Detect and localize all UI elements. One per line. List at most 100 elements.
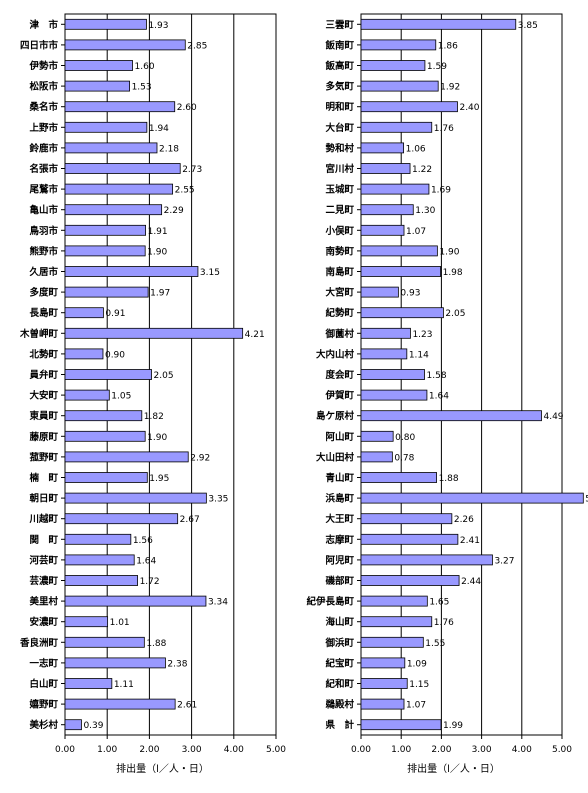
category-label: 南島町 — [325, 266, 354, 278]
bar — [64, 472, 148, 483]
value-label: 1.93 — [148, 21, 168, 31]
category-label: 河芸町 — [29, 554, 58, 566]
value-label: 1.14 — [409, 350, 429, 360]
category-label: 大台町 — [325, 122, 354, 134]
category-label: 飯高町 — [324, 60, 354, 72]
tick-label: 2.00 — [431, 745, 451, 755]
bar — [360, 80, 439, 92]
value-label: 2.61 — [177, 701, 197, 711]
bar — [64, 369, 152, 380]
category-label: 大安町 — [29, 390, 58, 402]
value-label: 2.18 — [159, 144, 179, 154]
tick-label: 3.00 — [182, 745, 202, 755]
bar — [360, 224, 405, 236]
bar — [360, 369, 425, 380]
category-label: 阿山町 — [325, 431, 354, 443]
category-label: 北勢町 — [29, 348, 58, 360]
value-label: 1.64 — [136, 556, 156, 566]
category-label: 多気町 — [325, 81, 354, 93]
category-label: 楠 町 — [28, 472, 58, 484]
bar — [64, 224, 147, 236]
x-axis-label: 排出量（l／人・日） — [407, 762, 500, 775]
category-label: 阿児町 — [325, 555, 354, 566]
bar — [360, 636, 424, 648]
category-label: 津 市 — [29, 19, 58, 31]
tick-label: 0.00 — [351, 745, 371, 755]
value-label: 1.65 — [429, 598, 449, 608]
bar — [360, 595, 428, 607]
bar — [64, 101, 176, 113]
bar — [64, 451, 189, 463]
bar — [360, 554, 493, 566]
value-label: 1.58 — [427, 371, 447, 381]
bar — [360, 492, 584, 504]
chart-panel-2: 0.00 1.00 2.00 3.00 4.00 5.00 三雲町 3.85 飯南町 1.86 飯高… — [306, 13, 588, 775]
bar — [64, 657, 166, 669]
bar — [360, 698, 405, 710]
value-label: 2.92 — [190, 453, 210, 463]
bar — [360, 286, 399, 298]
bar — [360, 245, 438, 257]
category-label: 一志町 — [29, 657, 58, 669]
value-label: 2.67 — [180, 515, 200, 525]
category-label: 鵜殿村 — [324, 699, 354, 711]
category-label: 宮川村 — [325, 163, 354, 175]
category-label: 小俣町 — [324, 225, 354, 237]
x-axis-label: 排出量（l／人・日） — [116, 762, 209, 775]
bar — [64, 327, 244, 339]
value-label: 2.55 — [175, 186, 195, 196]
category-label: 浜島町 — [325, 493, 354, 505]
category-label: 美杉村 — [28, 719, 58, 731]
value-label: 2.60 — [177, 103, 197, 113]
tick-label: 3.00 — [472, 745, 492, 755]
category-label: 伊賀町 — [324, 390, 354, 402]
value-label: 0.80 — [395, 433, 415, 443]
value-label: 2.26 — [454, 515, 474, 525]
value-label: 1.97 — [150, 289, 170, 299]
category-label: 嬉野町 — [28, 699, 58, 711]
value-label: 1.23 — [412, 330, 432, 340]
value-label: 1.60 — [135, 62, 155, 72]
value-label: 3.34 — [208, 598, 228, 608]
bar — [64, 163, 181, 174]
category-label: 度会町 — [325, 369, 354, 381]
category-label: 員弁町 — [28, 369, 58, 381]
value-label: 2.40 — [459, 103, 479, 113]
bar — [360, 121, 433, 133]
category-label: 桑名市 — [29, 101, 58, 113]
bar — [360, 266, 441, 277]
value-label: 1.98 — [443, 268, 463, 278]
category-label: 海山町 — [325, 616, 354, 628]
value-label: 1.82 — [144, 412, 164, 422]
value-label: 4.49 — [543, 412, 563, 422]
value-label: 1.69 — [431, 186, 451, 196]
value-label: 1.59 — [427, 62, 447, 72]
category-label: 久居市 — [29, 266, 58, 278]
bar — [360, 101, 458, 113]
tick-label: 4.00 — [512, 745, 532, 755]
bar — [64, 204, 163, 216]
bar — [64, 286, 149, 298]
category-label: 三雲町 — [325, 19, 354, 31]
bar — [64, 698, 176, 710]
value-label: 1.01 — [110, 618, 130, 628]
value-label: 0.78 — [394, 453, 414, 463]
category-label: 多度町 — [29, 287, 58, 299]
bar — [64, 595, 207, 607]
bar — [360, 348, 408, 360]
bar — [64, 142, 158, 154]
category-label: 大宮町 — [325, 287, 354, 299]
category-label: 亀山市 — [29, 204, 58, 216]
tick-label: 2.00 — [139, 745, 159, 755]
category-label: 島ケ原村 — [316, 410, 355, 422]
bar — [64, 266, 199, 277]
value-label: 1.94 — [149, 124, 169, 134]
value-label: 1.05 — [111, 392, 131, 402]
category-label: 関 町 — [29, 535, 58, 546]
category-label: 白山町 — [29, 678, 58, 690]
category-label: 志摩町 — [325, 534, 354, 546]
bar — [64, 636, 145, 648]
bar — [64, 554, 135, 566]
bar — [64, 389, 110, 401]
